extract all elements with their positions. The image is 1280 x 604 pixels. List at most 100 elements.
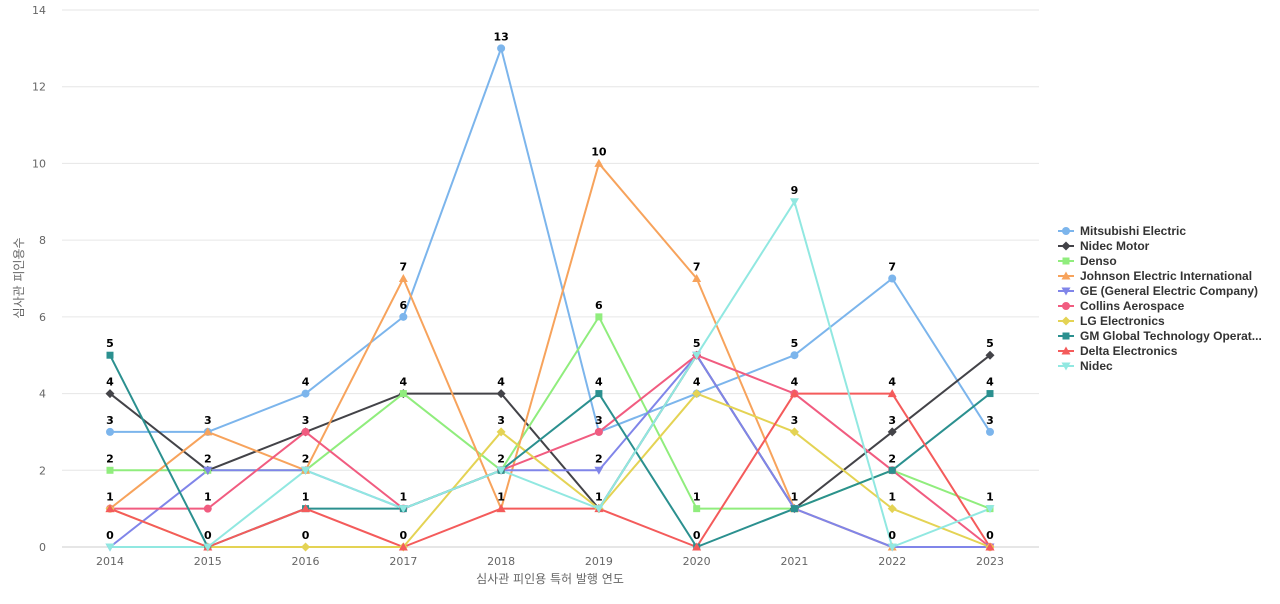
series-point[interactable] [106, 466, 114, 474]
series-point[interactable] [693, 505, 701, 513]
series-point[interactable] [594, 466, 604, 475]
y-tick-label: 0 [39, 541, 46, 554]
x-tick-label: 2023 [976, 555, 1004, 568]
series-point[interactable] [594, 505, 604, 514]
data-label: 4 [595, 376, 603, 389]
legend-item[interactable]: Denso [1058, 253, 1280, 268]
series-point[interactable] [497, 44, 506, 53]
series-point[interactable] [203, 427, 213, 436]
data-label: 5 [693, 337, 701, 350]
y-tick-label: 12 [32, 81, 46, 94]
series-point[interactable] [203, 504, 212, 513]
data-label: 4 [888, 376, 896, 389]
y-tick-labels: 0 2 4 6 8 10 12 14 [32, 4, 46, 554]
series-point[interactable] [887, 504, 897, 514]
legend-symbol-icon [1058, 316, 1074, 325]
series-point[interactable] [105, 543, 115, 552]
series-point[interactable] [105, 389, 115, 399]
data-label: 2 [204, 452, 212, 465]
data-label: 1 [497, 491, 505, 504]
series-lines [109, 47, 991, 548]
series-point[interactable] [301, 504, 311, 513]
legend-item[interactable]: Collins Aerospace [1058, 298, 1280, 313]
series-point[interactable] [790, 351, 799, 360]
data-label: 3 [791, 414, 799, 427]
data-label: 4 [106, 376, 114, 389]
legend-item[interactable]: Nidec Motor [1058, 238, 1280, 253]
legend-item[interactable]: Mitsubishi Electric [1058, 223, 1280, 238]
x-tick-label: 2014 [96, 555, 124, 568]
series-point[interactable] [692, 389, 702, 399]
legend-item[interactable]: Nidec [1058, 358, 1280, 373]
data-label: 4 [986, 376, 994, 389]
legend-item[interactable]: GM Global Technology Operat... [1058, 328, 1280, 343]
series-point[interactable] [496, 389, 506, 399]
series-point[interactable] [595, 313, 603, 321]
legend-item[interactable]: LG Electronics [1058, 313, 1280, 328]
series-point[interactable] [887, 389, 897, 398]
series-point[interactable] [398, 505, 408, 514]
data-labels: 5432103210432107641013432110643217541095… [106, 30, 994, 542]
series-point[interactable] [789, 427, 799, 437]
data-label: 4 [302, 376, 310, 389]
legend-marker [1061, 362, 1071, 370]
legend-symbol-icon [1058, 362, 1074, 370]
series-point[interactable] [301, 389, 310, 398]
series-point[interactable] [595, 390, 603, 398]
series-point[interactable] [203, 466, 213, 475]
series-point[interactable] [790, 505, 798, 513]
series-point[interactable] [301, 427, 310, 436]
series-point[interactable] [986, 390, 994, 398]
series-point[interactable] [496, 427, 506, 437]
series-point[interactable] [301, 466, 311, 475]
series-point[interactable] [203, 543, 213, 552]
data-label: 3 [302, 414, 310, 427]
series-point[interactable] [888, 274, 897, 283]
series-point[interactable] [594, 427, 603, 436]
legend-symbol-icon [1058, 287, 1074, 295]
series-point[interactable] [399, 390, 407, 398]
data-label: 6 [595, 299, 603, 312]
series-line [109, 392, 991, 548]
data-label: 4 [791, 376, 799, 389]
series-point[interactable] [106, 427, 114, 436]
x-tick-label: 2017 [389, 555, 417, 568]
legend-item[interactable]: GE (General Electric Company) [1058, 283, 1280, 298]
series-point[interactable] [692, 274, 702, 282]
y-tick-label: 2 [39, 464, 46, 477]
series-point[interactable] [398, 542, 408, 551]
series-point[interactable] [789, 389, 799, 398]
series-point[interactable] [301, 542, 311, 552]
series-point[interactable] [105, 504, 115, 513]
series-point[interactable] [496, 504, 506, 513]
legend-symbol-icon [1058, 241, 1074, 250]
legend-label: Nidec Motor [1080, 238, 1150, 253]
legend-symbol-icon [1058, 346, 1074, 354]
series-point[interactable] [985, 505, 995, 514]
data-label: 3 [204, 414, 212, 427]
data-label: 4 [400, 376, 408, 389]
legend-item[interactable]: Johnson Electric International [1058, 268, 1280, 283]
series-point[interactable] [106, 351, 114, 359]
legend-item[interactable]: Delta Electronics [1058, 343, 1280, 358]
data-label: 3 [497, 414, 505, 427]
series-point[interactable] [887, 427, 897, 437]
series-point[interactable] [986, 427, 994, 436]
series-point[interactable] [399, 312, 408, 321]
series-point[interactable] [789, 198, 799, 207]
series-point[interactable] [887, 543, 897, 552]
series-point[interactable] [594, 158, 604, 167]
series-point[interactable] [692, 542, 702, 551]
series-point[interactable] [398, 274, 408, 282]
series-point[interactable] [888, 466, 896, 474]
series-point[interactable] [985, 350, 995, 360]
x-tick-label: 2022 [878, 555, 906, 568]
series-point[interactable] [496, 466, 506, 475]
data-label: 7 [888, 261, 896, 274]
data-label: 1 [302, 491, 310, 504]
series-point[interactable] [985, 542, 995, 551]
data-label: 1 [204, 491, 212, 504]
legend-label: Nidec [1080, 358, 1113, 373]
x-tick-label: 2018 [487, 555, 515, 568]
series-point[interactable] [692, 351, 702, 360]
